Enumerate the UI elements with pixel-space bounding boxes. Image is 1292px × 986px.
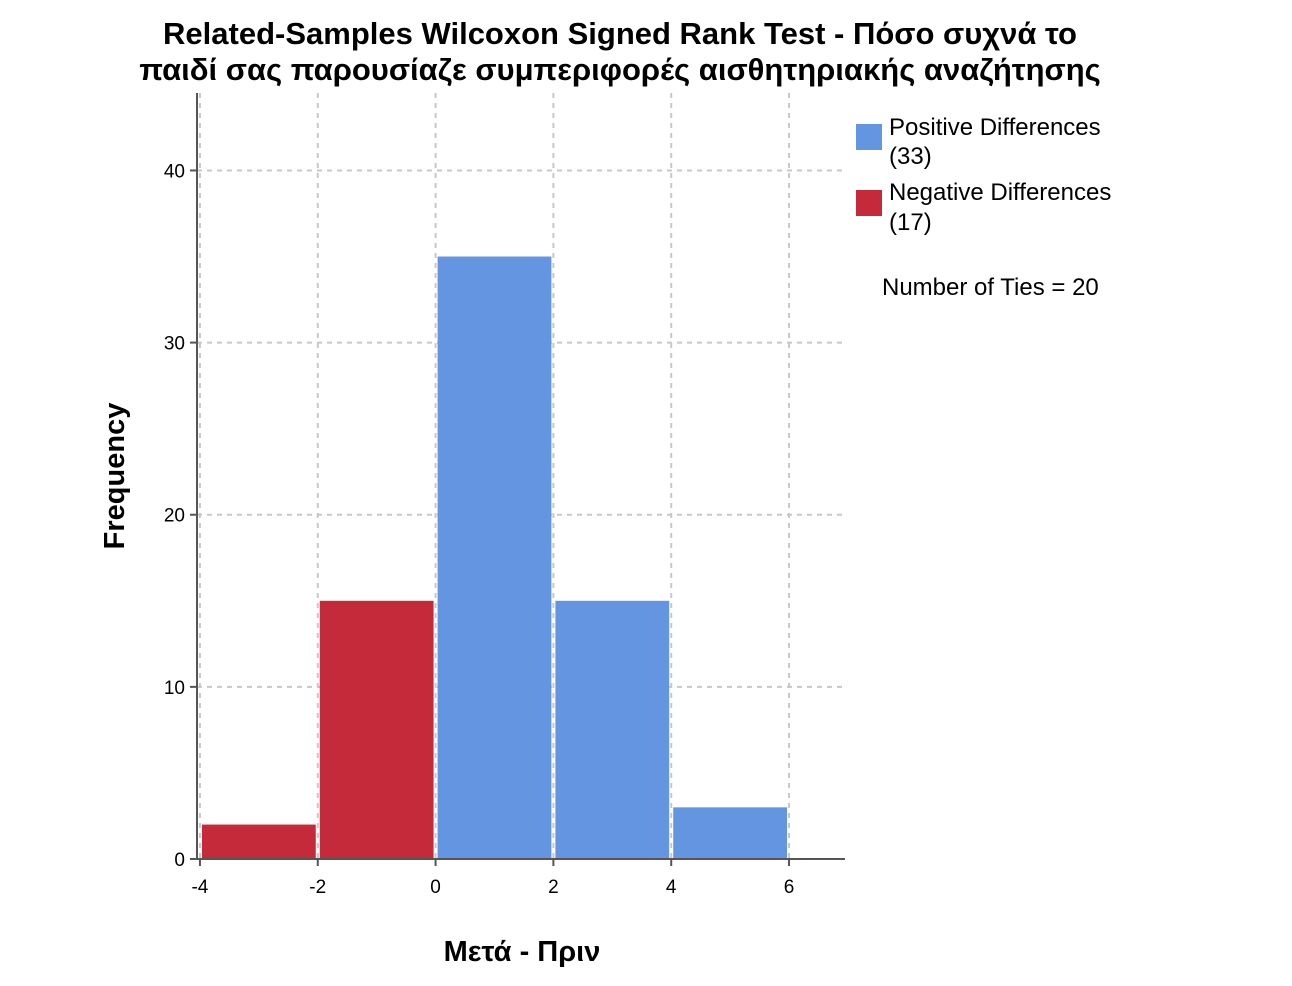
negative-bar: [201, 824, 316, 859]
y-tick-label: 0: [174, 850, 185, 871]
positive-bar: [437, 256, 552, 859]
legend: Positive Differences (33) Negative Diffe…: [856, 114, 1111, 301]
legend-swatch-positive: [856, 124, 882, 150]
y-tick-label: 10: [164, 678, 185, 699]
legend-swatch-negative: [856, 190, 882, 216]
chart-title-line-2: παιδί σας παρουσίαζε συμπεριφορές αισθητ…: [139, 52, 1101, 87]
legend-count-negative: (17): [889, 209, 932, 236]
legend-label-negative: Negative Differences: [889, 179, 1111, 206]
y-tick-label: 20: [164, 506, 185, 527]
legend-count-positive: (33): [889, 143, 932, 170]
negative-bar: [319, 600, 434, 859]
x-tick-label: -2: [309, 877, 326, 898]
y-axis-title: Frequency: [99, 403, 131, 550]
x-axis-title: Μετά - Πριν: [444, 936, 601, 968]
axis-layer: [196, 93, 845, 860]
y-tick-label: 40: [164, 161, 185, 182]
x-tick-label: 0: [430, 877, 441, 898]
x-tick-label: 6: [784, 877, 795, 898]
bar-layer: [201, 256, 788, 859]
x-tick-label: 4: [666, 877, 677, 898]
positive-bar: [555, 600, 670, 859]
y-tick-label: 30: [164, 334, 185, 355]
x-tick-label: -4: [191, 877, 208, 898]
x-tick-label: 2: [548, 877, 559, 898]
positive-bar: [673, 807, 788, 859]
chart-title-line-1: Related-Samples Wilcoxon Signed Rank Tes…: [163, 16, 1077, 51]
ties-annotation: Number of Ties = 20: [882, 274, 1099, 301]
tick-layer: 0 10 20 30 40 -4 -2 0 2 4 6: [164, 161, 794, 898]
legend-label-positive: Positive Differences: [889, 114, 1101, 141]
